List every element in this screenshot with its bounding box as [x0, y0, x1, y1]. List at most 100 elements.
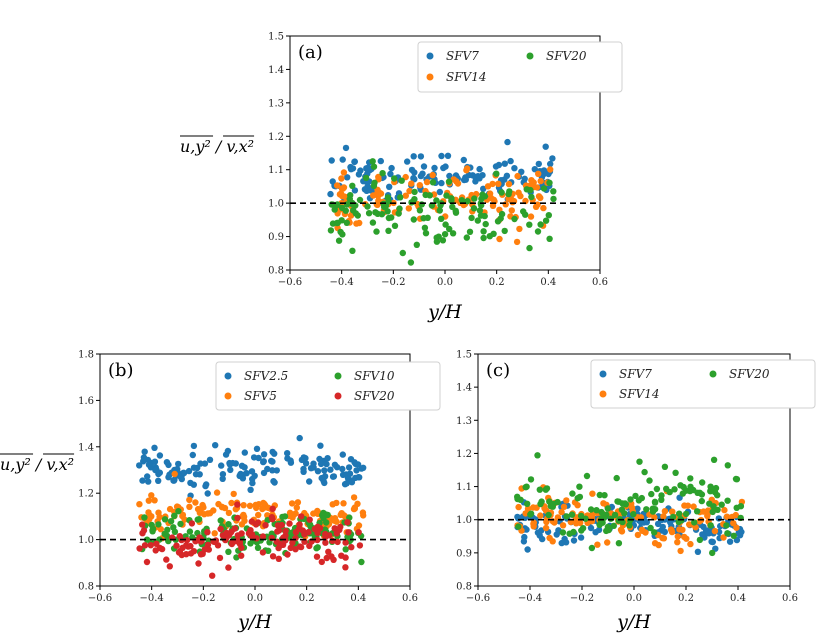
data-point — [287, 457, 294, 464]
legend-label: SFV20 — [729, 367, 770, 381]
data-point — [723, 513, 731, 520]
data-point — [351, 459, 358, 466]
data-point — [141, 448, 148, 455]
data-point — [531, 166, 538, 173]
data-point — [566, 530, 573, 537]
data-point — [438, 179, 445, 187]
data-point — [501, 160, 508, 167]
data-point — [269, 553, 277, 560]
data-point — [343, 219, 350, 226]
x-tick-label: 0.4 — [730, 593, 746, 604]
data-point — [563, 513, 570, 520]
data-point — [582, 515, 589, 522]
data-point — [314, 536, 321, 544]
data-point — [452, 209, 460, 216]
data-point — [682, 510, 690, 518]
data-point — [339, 471, 347, 478]
panel-label: (c) — [486, 360, 510, 381]
legend-box — [215, 361, 441, 411]
data-point — [382, 202, 390, 209]
data-point — [333, 182, 341, 189]
data-point — [522, 484, 529, 491]
data-point — [458, 197, 465, 204]
data-point — [480, 185, 487, 192]
legend-box — [417, 41, 623, 93]
legend: SFV7 SFV14 SFV20 — [417, 41, 623, 93]
data-point — [559, 522, 567, 529]
data-point — [677, 547, 684, 555]
data-point — [269, 458, 276, 465]
data-point — [643, 506, 650, 513]
data-point — [466, 228, 474, 235]
data-point — [705, 530, 712, 537]
data-point — [343, 480, 350, 487]
data-point — [297, 543, 305, 551]
data-point — [418, 201, 425, 208]
legend-marker — [224, 392, 232, 400]
data-point — [218, 462, 225, 469]
data-point — [386, 183, 393, 190]
data-point — [322, 539, 329, 546]
data-point — [709, 508, 716, 516]
data-point — [186, 528, 194, 535]
data-point — [549, 503, 556, 510]
data-point — [321, 526, 329, 533]
data-point — [346, 470, 354, 477]
data-point — [199, 550, 206, 557]
data-point — [391, 222, 399, 229]
data-point — [260, 458, 267, 466]
data-point — [230, 490, 237, 498]
data-point — [660, 513, 667, 520]
data-point — [337, 228, 344, 236]
data-point — [322, 530, 329, 538]
y-tick-label: 1.8 — [78, 350, 94, 361]
data-point — [330, 517, 338, 524]
data-point — [236, 540, 244, 547]
data-point — [345, 529, 352, 536]
data-point — [505, 180, 513, 188]
data-point — [480, 234, 487, 242]
data-point — [166, 563, 173, 570]
data-point — [306, 516, 313, 523]
data-point — [422, 230, 430, 237]
y-tick-label: 1.4 — [78, 442, 94, 453]
data-point — [217, 517, 224, 524]
data-point — [636, 458, 643, 465]
data-point — [497, 215, 504, 222]
data-point — [486, 190, 494, 197]
data-point — [136, 501, 143, 508]
data-point — [379, 170, 386, 177]
data-point — [183, 537, 191, 544]
data-point — [372, 209, 379, 216]
data-point — [209, 572, 216, 579]
data-point — [503, 172, 511, 179]
data-point — [301, 531, 308, 538]
data-point — [339, 465, 346, 473]
legend-marker — [599, 390, 607, 398]
data-point — [323, 460, 330, 468]
data-point — [362, 174, 370, 182]
data-point — [537, 177, 544, 185]
data-point — [696, 536, 704, 544]
series-SFV2.5 — [136, 434, 367, 499]
y-tick-label: 1.2 — [78, 489, 94, 500]
data-point — [724, 462, 731, 469]
data-point — [435, 233, 442, 240]
data-point — [476, 175, 483, 182]
data-point — [546, 235, 553, 242]
panel-label: (a) — [298, 42, 323, 63]
data-point — [730, 532, 737, 539]
data-point — [384, 208, 391, 215]
data-point — [387, 170, 394, 178]
y-tick-label: 1.4 — [456, 383, 472, 394]
data-point — [204, 529, 211, 536]
x-tick-label: −0.2 — [381, 277, 405, 288]
data-point — [576, 493, 584, 501]
data-point — [148, 513, 155, 520]
data-point — [504, 138, 511, 146]
y-tick-label: 1.0 — [78, 535, 94, 546]
x-tick-label: 0.6 — [592, 277, 608, 288]
data-point — [330, 473, 338, 480]
data-point — [219, 475, 226, 482]
data-point — [395, 210, 402, 217]
